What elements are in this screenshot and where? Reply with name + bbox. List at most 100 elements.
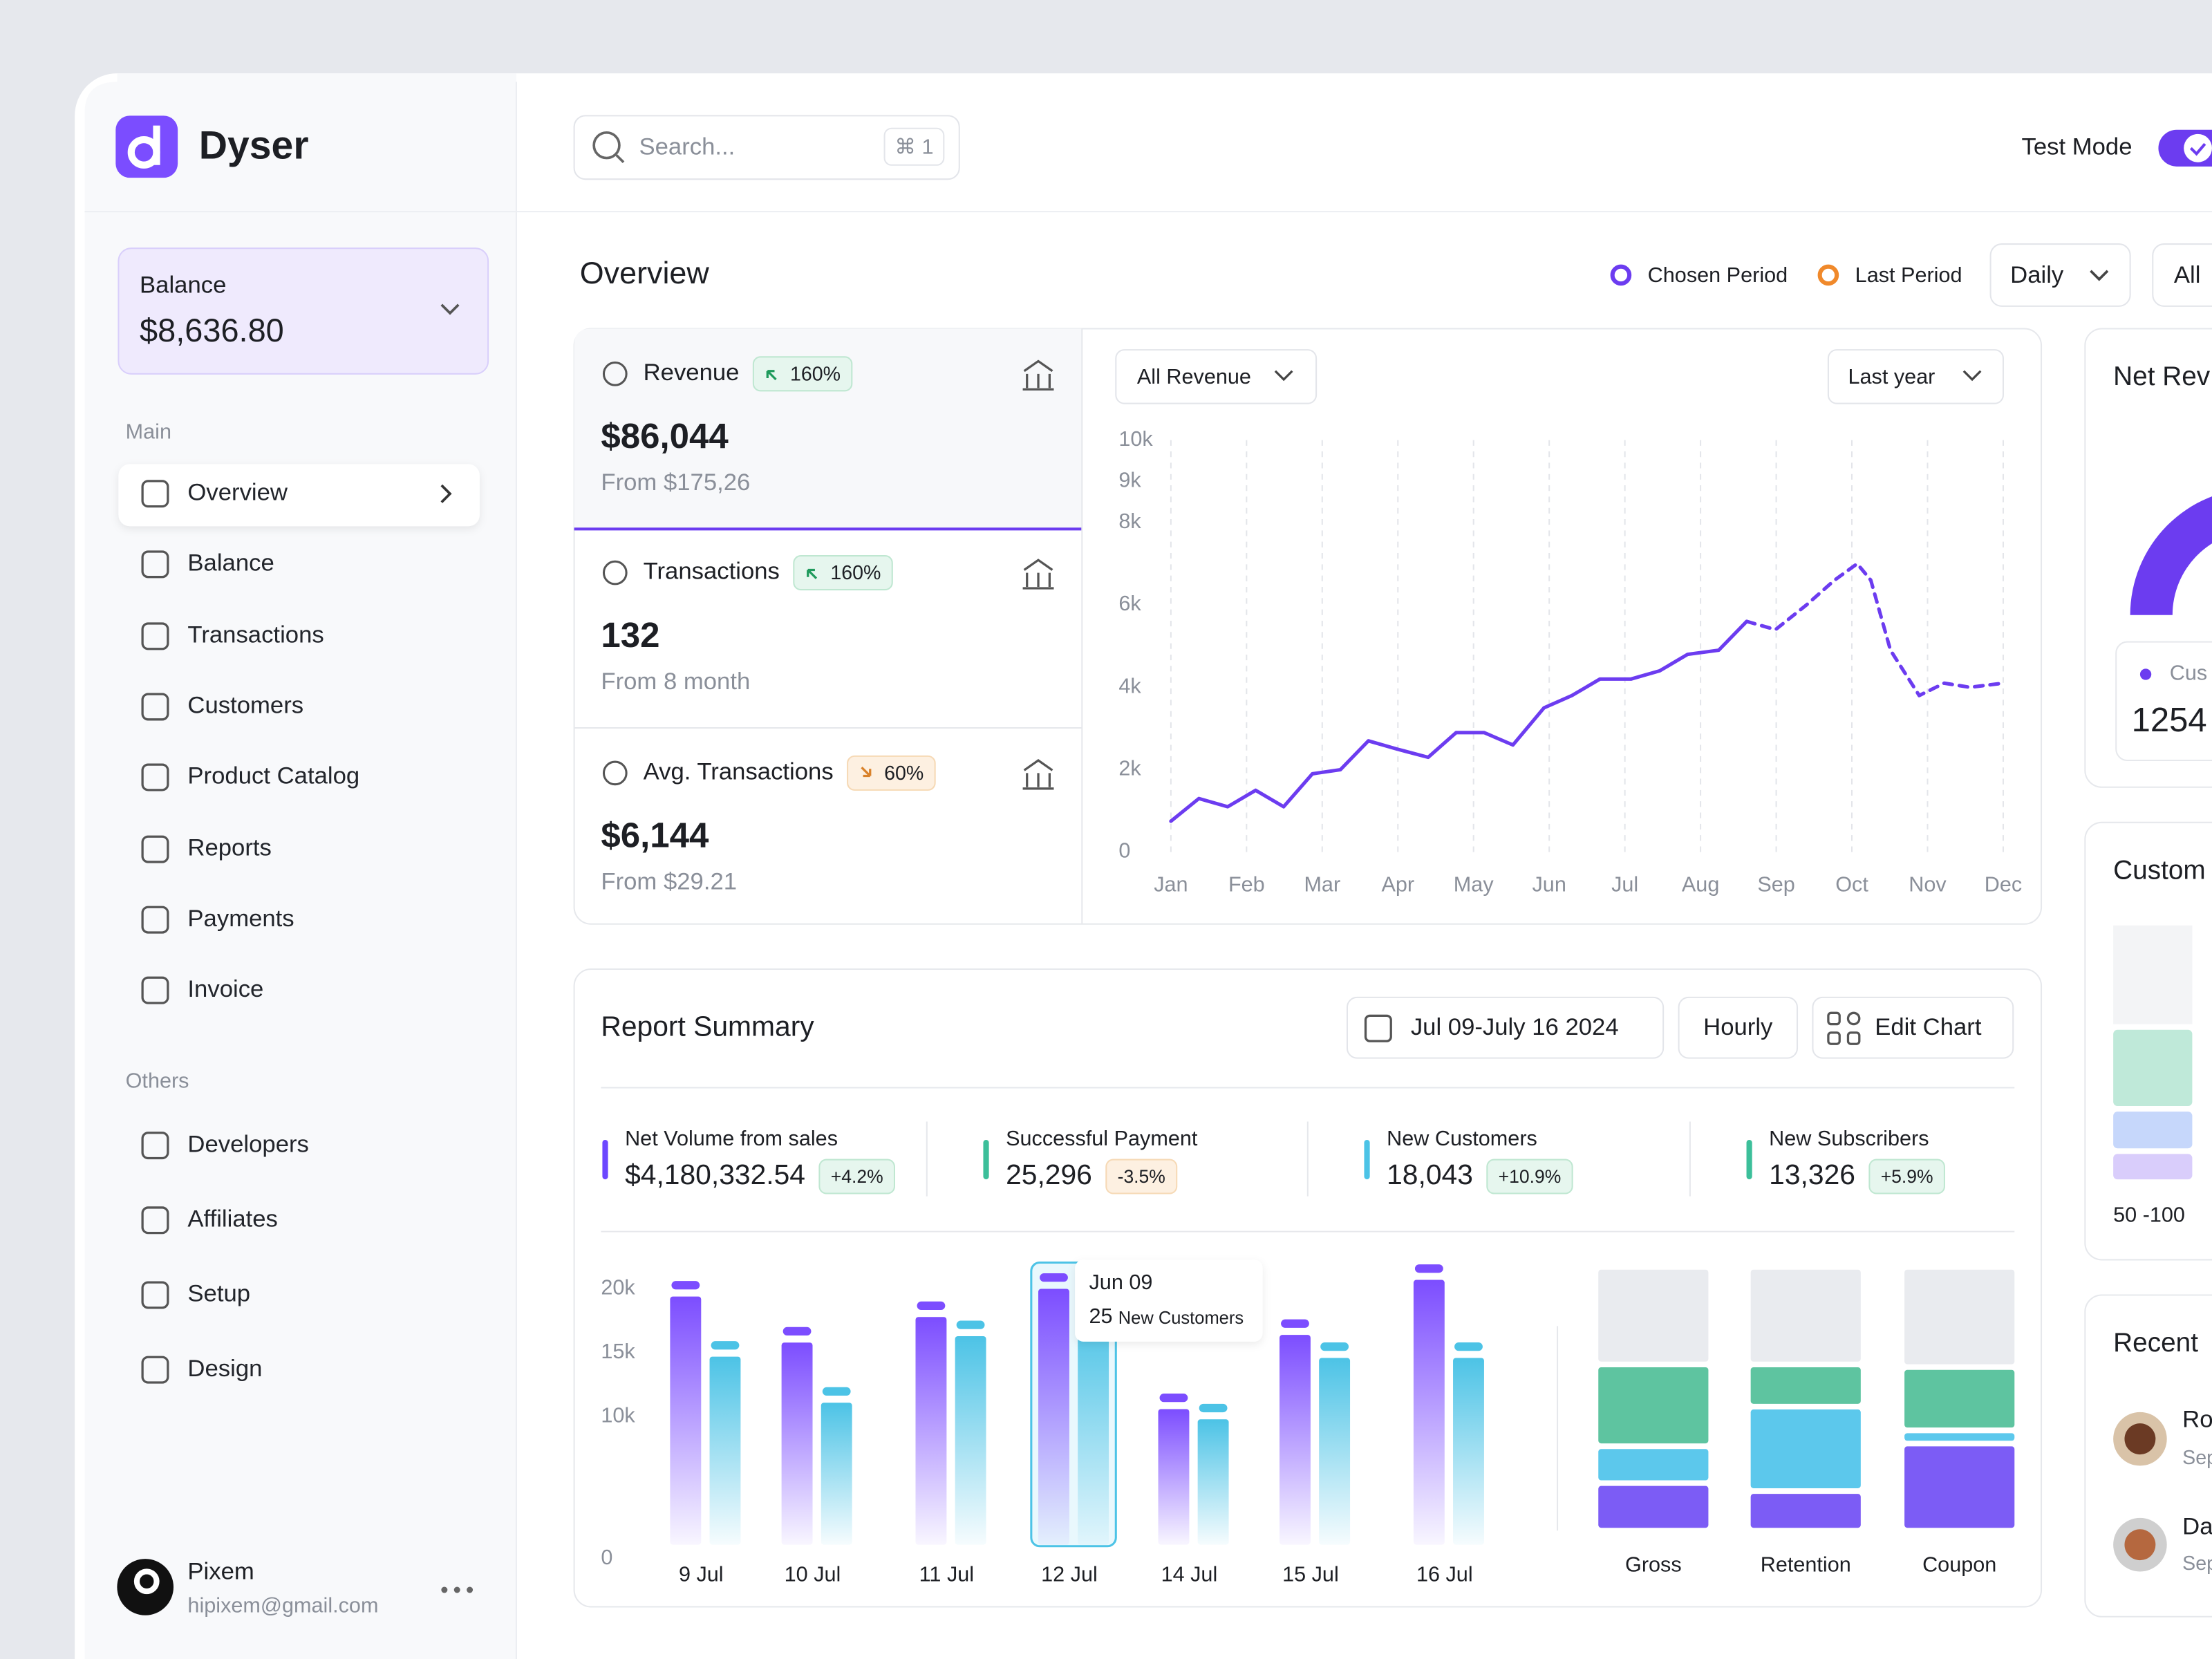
x-tick-label: Oct xyxy=(1835,873,1868,897)
nav-icon xyxy=(141,1206,169,1235)
nav-icon xyxy=(141,622,169,650)
brand: Dyser xyxy=(199,123,309,167)
bar xyxy=(1158,1409,1190,1545)
bar-cap xyxy=(956,1320,985,1329)
x-tick-label: 15 Jul xyxy=(1282,1563,1339,1586)
period-dropdown[interactable] xyxy=(1989,243,2131,307)
avatar-face xyxy=(2124,1423,2156,1455)
avatar xyxy=(117,1559,174,1615)
nav-icon xyxy=(141,480,169,508)
date-range: Jul 09-July 16 2024 xyxy=(1411,1014,1619,1040)
x-tick-label: 9 Jul xyxy=(679,1563,724,1586)
bar xyxy=(1453,1358,1484,1545)
stat-label: Successful Payment xyxy=(1006,1127,1198,1150)
bar-cap xyxy=(1281,1319,1309,1328)
mini-bar xyxy=(2113,1029,2193,1106)
change-label: +4.2% xyxy=(831,1166,883,1187)
bar xyxy=(955,1335,986,1545)
mini-bar xyxy=(2113,1112,2193,1149)
x-tick-label: Gross xyxy=(1625,1553,1682,1576)
bar xyxy=(1280,1335,1311,1545)
change-label: 160% xyxy=(790,363,841,385)
recent-name: Ro xyxy=(2182,1406,2212,1432)
chevron xyxy=(440,484,452,503)
nav-item[interactable]: Developers xyxy=(187,1131,308,1157)
stacked-segment xyxy=(1598,1269,1709,1362)
recent-date: Sep xyxy=(2182,1553,2212,1575)
chart-range[interactable] xyxy=(1827,349,2004,404)
nav-item[interactable]: Payments xyxy=(187,906,294,932)
stacked-segment xyxy=(1750,1409,1861,1488)
filter-dropdown[interactable] xyxy=(2152,243,2212,307)
nav-active xyxy=(118,464,480,527)
chevron xyxy=(1274,370,1293,382)
y-tick-label: 10k xyxy=(601,1404,635,1427)
filter: All xyxy=(2174,262,2201,288)
search-icon xyxy=(592,131,621,160)
x-tick-label: 11 Jul xyxy=(919,1563,974,1586)
bar-cap xyxy=(1159,1394,1188,1403)
metric-label: Revenue xyxy=(644,359,740,386)
y-tick-label: 0 xyxy=(1118,839,1130,863)
nav-item[interactable]: Overview xyxy=(187,479,288,505)
trend-arrow xyxy=(766,370,777,381)
change-label: 160% xyxy=(830,562,881,584)
bank-icon[interactable] xyxy=(1022,559,1054,590)
nav-item[interactable]: Product Catalog xyxy=(187,763,359,789)
nav-icon xyxy=(141,763,169,791)
interval: Hourly xyxy=(1703,1014,1773,1040)
metric-label: Avg. Transactions xyxy=(644,759,834,785)
change-label: -3.5% xyxy=(1118,1166,1165,1187)
report-title: Report Summary xyxy=(601,1011,814,1042)
x-tick-label: May xyxy=(1454,873,1494,897)
user-email: hipixem@gmail.com xyxy=(187,1594,378,1618)
change-badge xyxy=(1868,1159,1945,1194)
bar-cap xyxy=(671,1281,700,1290)
bank-icon[interactable] xyxy=(1022,359,1054,391)
nav-item[interactable]: Affiliates xyxy=(187,1206,277,1232)
metric-icon xyxy=(602,560,628,585)
y-tick-label: 15k xyxy=(601,1340,635,1363)
nav-icon xyxy=(141,693,169,721)
chart-filter[interactable] xyxy=(1115,349,1318,404)
metric-icon xyxy=(602,361,628,386)
bar xyxy=(1413,1280,1445,1545)
mini-bar xyxy=(2113,1154,2193,1180)
card-title: Net Rev xyxy=(2113,362,2211,391)
stacked-segment xyxy=(1904,1369,2015,1428)
nav-item[interactable]: Setup xyxy=(187,1281,250,1307)
bar xyxy=(709,1356,741,1545)
period: Daily xyxy=(2010,262,2064,288)
logo xyxy=(115,115,178,178)
x-tick-label: Feb xyxy=(1228,873,1265,897)
more[interactable] xyxy=(441,1586,474,1593)
edit-button[interactable] xyxy=(1812,996,2014,1059)
change-badge xyxy=(1105,1159,1178,1194)
bar xyxy=(1078,1314,1109,1545)
balance-label: Balance xyxy=(140,272,226,298)
recent-name: Da xyxy=(2182,1513,2212,1539)
stat-label: Net Volume from sales xyxy=(625,1127,838,1150)
nav-item[interactable]: Invoice xyxy=(187,976,263,1002)
nav-item[interactable]: Reports xyxy=(187,835,271,861)
tooltip-label: New Customers xyxy=(1118,1309,1244,1328)
nav-item[interactable]: Balance xyxy=(187,550,274,576)
nav-item[interactable]: Design xyxy=(187,1356,262,1382)
change-label: 60% xyxy=(884,762,924,785)
interval-button[interactable] xyxy=(1678,996,1799,1059)
section-label: Others xyxy=(126,1069,189,1092)
chart-range-label: Last year xyxy=(1848,365,1935,388)
x-tick-label: Dec xyxy=(1985,873,2022,897)
bank-icon[interactable] xyxy=(1022,759,1054,790)
tooltip xyxy=(1075,1259,1263,1342)
date-picker[interactable] xyxy=(1346,996,1665,1059)
search-box[interactable] xyxy=(573,115,960,180)
x-tick-label: Coupon xyxy=(1922,1553,1996,1576)
balance-card[interactable] xyxy=(118,247,489,375)
bar-cap xyxy=(1454,1342,1483,1351)
search-icon xyxy=(615,154,625,163)
nav-item[interactable]: Customers xyxy=(187,693,303,719)
nav-item[interactable]: Transactions xyxy=(187,622,324,648)
chevron xyxy=(2090,270,2109,281)
stat-bar xyxy=(1746,1139,1752,1180)
